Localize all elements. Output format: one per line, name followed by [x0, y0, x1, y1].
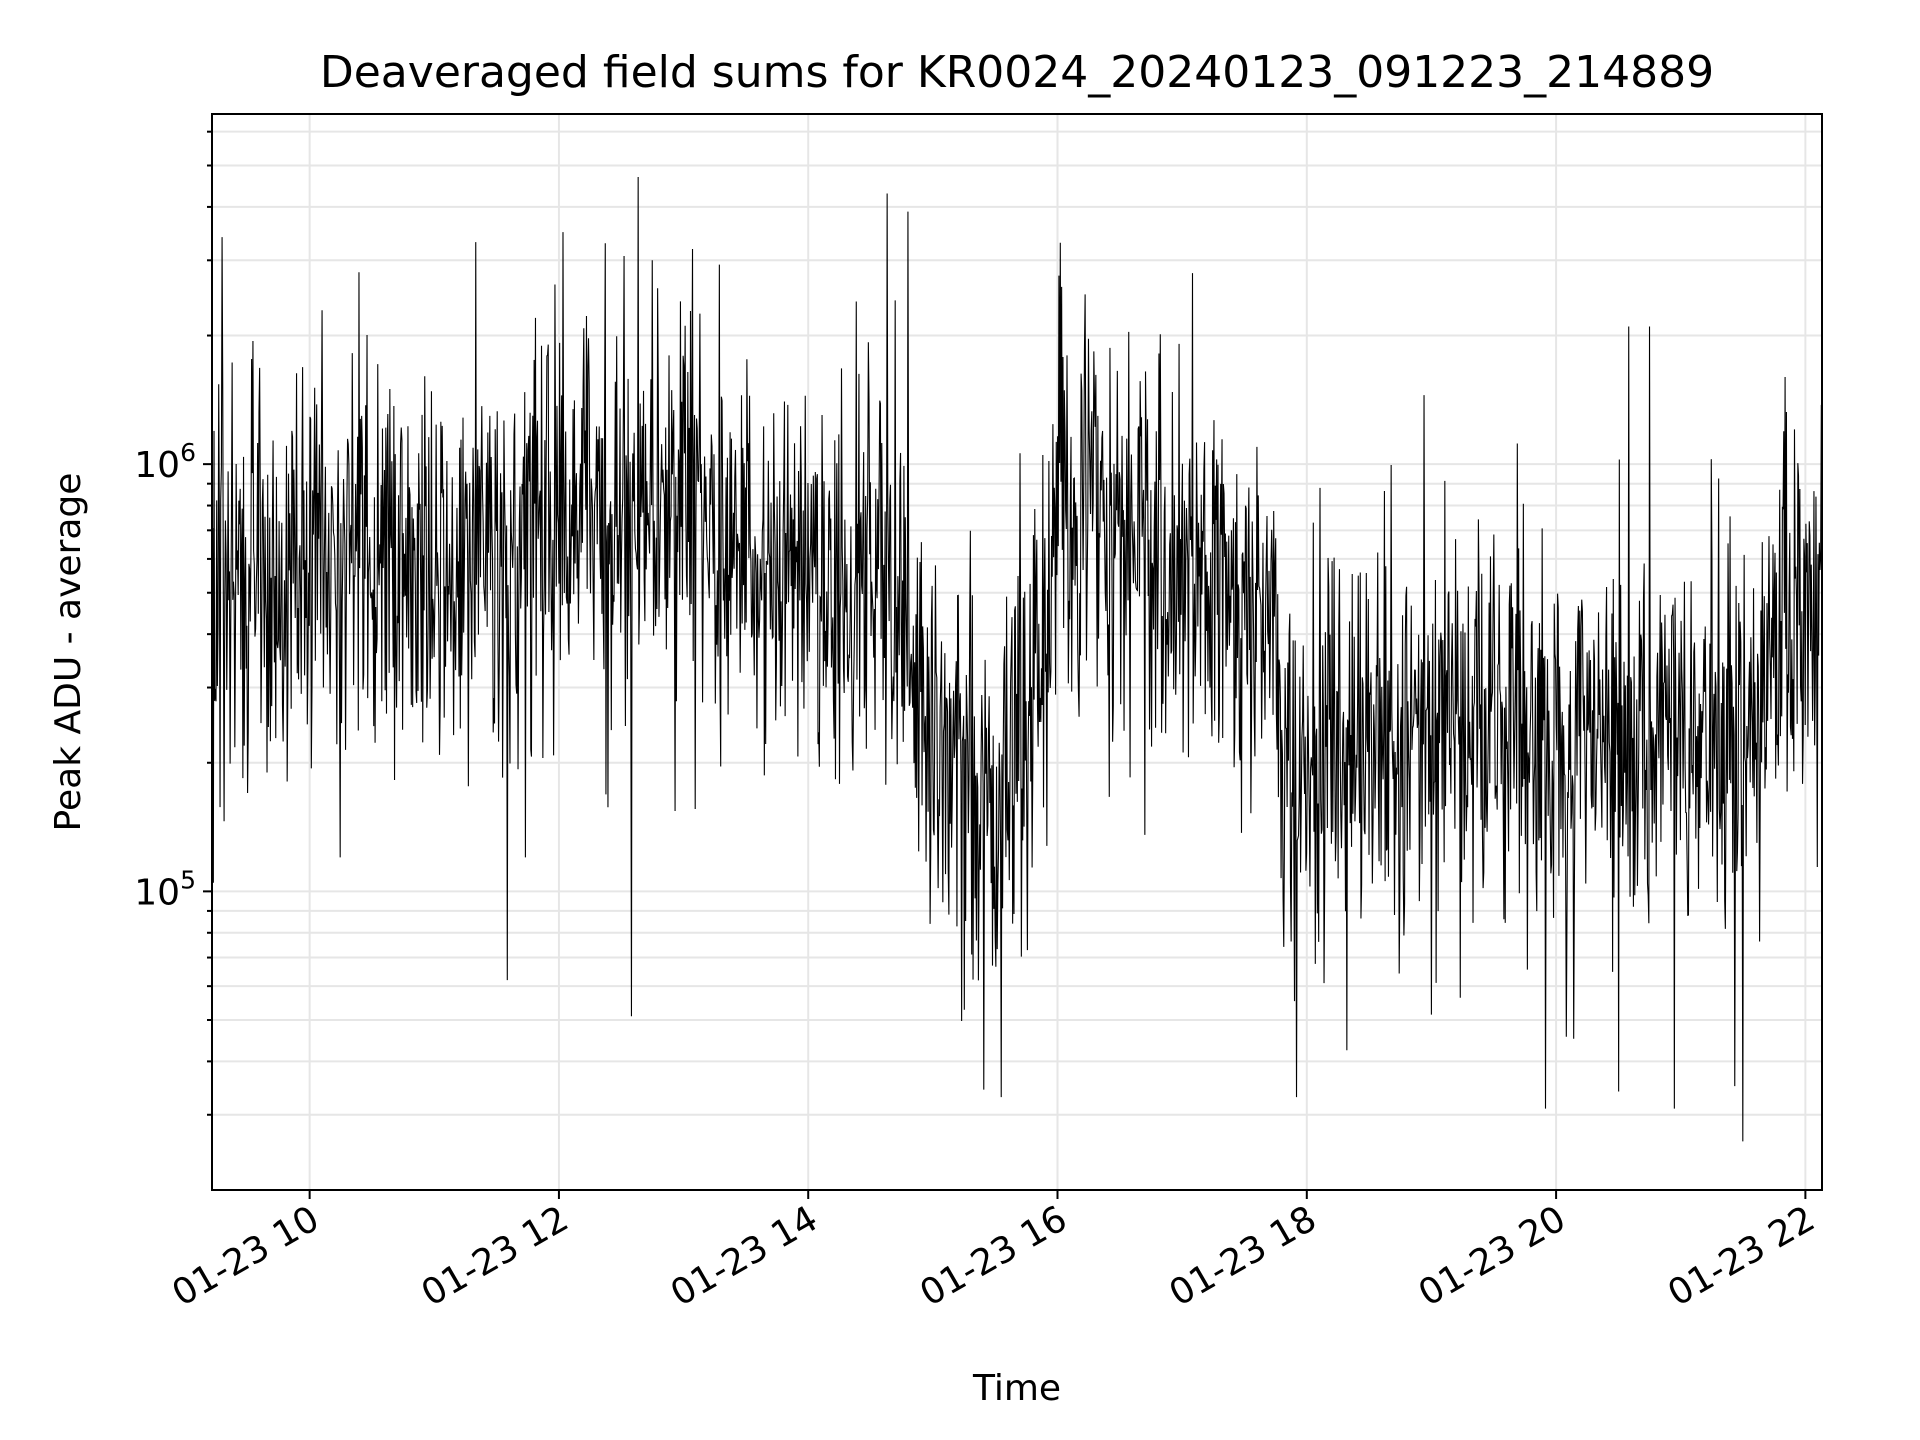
y-tick-label-base: 10	[134, 872, 180, 913]
y-tick-label: 106	[134, 438, 196, 486]
y-axis-label: Peak ADU - average	[48, 473, 89, 832]
series-line	[211, 176, 1823, 1142]
y-tick-label-exponent: 5	[180, 865, 196, 894]
grid-layer	[212, 114, 1822, 1190]
series-layer	[211, 176, 1823, 1142]
chart-title: Deaveraged field sums for KR0024_2024012…	[320, 47, 1714, 98]
y-tick-label-exponent: 6	[180, 438, 196, 467]
y-tick-label-base: 10	[134, 445, 180, 486]
x-axis-label: Time	[972, 1368, 1061, 1409]
plot-frame	[211, 113, 1823, 1191]
y-tick-label: 105	[134, 865, 196, 913]
